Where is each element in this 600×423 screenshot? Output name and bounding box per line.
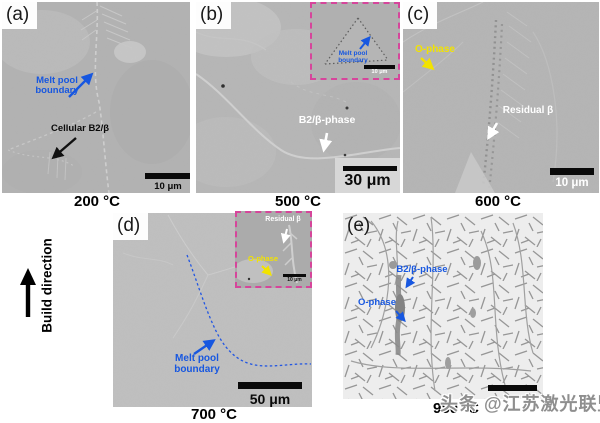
inset-d-micrograph [237, 213, 310, 286]
annotation-melt-pool-a: Melt pool boundary [35, 75, 79, 97]
annotation-melt-pool-d: Melt pool boundary [174, 353, 220, 375]
scale-text-c: 10 μm [555, 177, 589, 189]
o-phase-arrow-c [420, 57, 435, 71]
inset-b-arrow [359, 35, 371, 50]
annotation-o-phase-c: O-phase [414, 44, 455, 55]
micrograph-a [2, 2, 190, 193]
annotation-o-phase-e: O-phase [357, 297, 396, 308]
annotation-cellular-b2: Cellular B2/β [50, 123, 110, 134]
scale-bar-b [343, 166, 397, 171]
build-direction-label: Build direction [39, 238, 55, 333]
cellular-arrow-a [51, 137, 77, 160]
scale-bar-a [145, 173, 190, 179]
scale-text-a: 10 μm [154, 181, 182, 192]
panel-e: (e) B2/β-phase O-phase [343, 213, 543, 399]
temp-label-d: 700 °C [190, 406, 238, 423]
panel-label-d: (d) [113, 213, 149, 240]
o-phase-region [394, 274, 402, 356]
melt-pool-boundary-curve [186, 254, 312, 367]
panel-label-b: (b) [196, 2, 232, 29]
panel-label-c: (c) [403, 2, 438, 29]
scale-bar-e [488, 385, 537, 391]
micrograph-e [343, 213, 543, 399]
inset-b-scale-bar [364, 65, 395, 69]
melt-pool-arrow-a [68, 72, 94, 98]
o-phase-arrow-e [395, 310, 406, 323]
micrograph-c [403, 2, 599, 193]
grain-boundaries-e [350, 216, 534, 392]
inset-d-scale-text: 10 μm [287, 277, 302, 283]
annotation-b2-phase-e: B2/β-phase [396, 264, 448, 275]
temp-label-b: 500 °C [274, 193, 322, 210]
temp-label-a: 200 °C [73, 193, 121, 210]
melt-pool-arrow-d [193, 339, 216, 355]
scale-text-b: 30 μm [344, 172, 391, 189]
inset-d-o-phase-label: O-phase [247, 254, 278, 263]
panel-label-e: (e) [347, 215, 371, 236]
inset-d-residual-label: Residual β [265, 216, 301, 223]
scale-bar-c [550, 168, 594, 175]
micrograph-d [113, 213, 312, 407]
annotation-residual-c: Residual β [502, 105, 554, 116]
build-direction-arrow [20, 268, 36, 317]
temp-label-e: 980 °C [432, 400, 480, 417]
micrograph-b [196, 2, 400, 193]
phase-arrow-b [319, 132, 333, 153]
panel-c: (c) O-phase Residual β 10 μm [403, 2, 599, 193]
scale-text-d: 50 μm [249, 391, 291, 407]
inset-d-o-phase-arrow [261, 265, 272, 276]
temp-label-c: 600 °C [474, 193, 522, 210]
inset-d-scale-bar [283, 274, 306, 277]
panel-d: (d) Melt pool boundary 50 μm [113, 213, 312, 407]
inset-b-scale-text: 10 μm [371, 69, 388, 75]
inset-b-melt-pool-label: Melt pool boundary [338, 50, 368, 65]
inset-d: Residual β O-phase 10 μm [235, 211, 312, 288]
annotation-b2-phase-b: B2/β-phase [298, 114, 356, 126]
inset-b: Melt pool boundary 10 μm [310, 2, 400, 80]
scale-bar-d [238, 382, 302, 389]
b2-phase-arrow-e [405, 276, 416, 289]
panel-a: (a) Melt pool boundary Cellular B2/β 10 … [2, 2, 190, 193]
scale-box-b [335, 158, 400, 193]
panel-label-a: (a) [2, 2, 38, 29]
panel-b: (b) B2/β-phase 30 μm [196, 2, 400, 193]
inset-d-residual-arrow [280, 228, 291, 244]
residual-arrow-c [487, 122, 500, 141]
watermark: 头条 @江苏激光联盟 [440, 394, 600, 414]
